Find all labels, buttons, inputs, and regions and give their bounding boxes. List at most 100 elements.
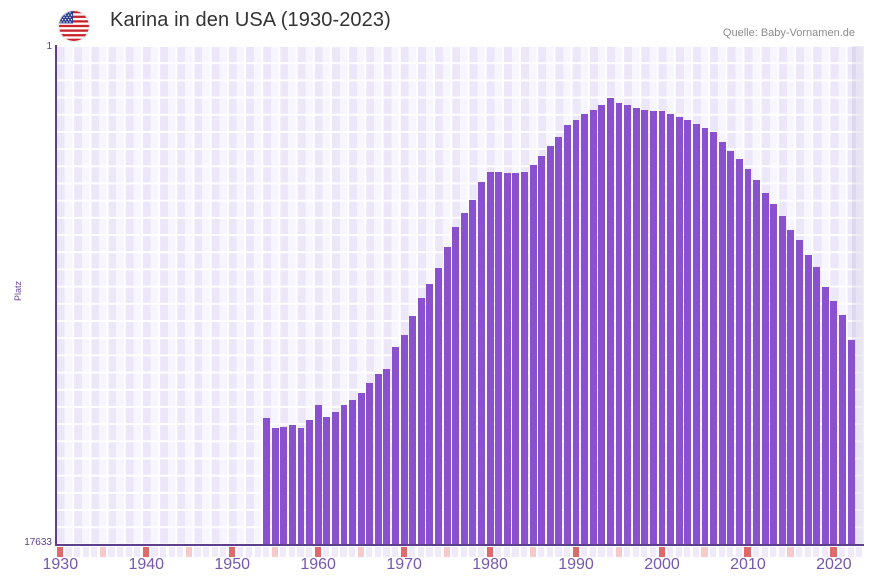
- bar-1963[interactable]: [340, 405, 348, 545]
- x-tick-mark-2023: [856, 547, 863, 557]
- bar-1958[interactable]: [297, 428, 305, 545]
- bar-1973[interactable]: [426, 283, 434, 545]
- bar-1960[interactable]: [314, 405, 322, 545]
- x-tick-mark-1971: [409, 547, 416, 557]
- bar-1978[interactable]: [469, 200, 477, 545]
- bar-1972[interactable]: [417, 297, 425, 545]
- x-tick-mark-1941: [151, 547, 158, 557]
- bar-2020[interactable]: [830, 300, 838, 545]
- bar-1989[interactable]: [564, 125, 571, 545]
- bar-2002[interactable]: [675, 116, 683, 545]
- bar-1995[interactable]: [615, 102, 623, 545]
- bar-1957[interactable]: [288, 424, 296, 545]
- bar-1981[interactable]: [495, 171, 503, 545]
- x-tick-mark-2021: [839, 547, 846, 557]
- bar-2003[interactable]: [684, 119, 692, 545]
- x-tick-mark-2014: [778, 547, 786, 557]
- x-tick-mark-2012: [761, 547, 768, 557]
- bar-1992[interactable]: [589, 109, 597, 545]
- bar-2017[interactable]: [804, 255, 812, 545]
- x-tick-mark-1959: [306, 547, 313, 557]
- x-tick-mark-1980: [486, 547, 493, 557]
- x-tick-mark-1930: [56, 547, 63, 557]
- bar-2018[interactable]: [813, 266, 821, 545]
- x-tick-mark-1942: [159, 547, 167, 557]
- x-tick-mark-2002: [675, 547, 682, 557]
- bar-1997[interactable]: [632, 108, 640, 545]
- bar-2006[interactable]: [710, 132, 717, 545]
- chart-header: Karina in den USA (1930-2023) Quelle: Ba…: [0, 0, 873, 42]
- bar-1956[interactable]: [280, 427, 288, 545]
- bar-1990[interactable]: [572, 119, 580, 545]
- x-tick-mark-2015: [787, 547, 794, 557]
- bar-1988[interactable]: [555, 136, 563, 545]
- bar-1971[interactable]: [409, 316, 417, 545]
- bar-1954[interactable]: [263, 418, 271, 545]
- bar-1962[interactable]: [331, 412, 339, 545]
- bar-2009[interactable]: [735, 159, 743, 545]
- x-tick-mark-2020: [830, 547, 837, 557]
- bar-2011[interactable]: [753, 180, 760, 545]
- x-tick-mark-2009: [735, 547, 743, 557]
- bar-1967[interactable]: [374, 374, 382, 545]
- bar-1974[interactable]: [435, 268, 442, 545]
- x-tick-mark-1957: [288, 547, 296, 557]
- bar-2005[interactable]: [701, 128, 709, 545]
- bar-2021[interactable]: [839, 314, 846, 545]
- bar-1980[interactable]: [486, 171, 494, 545]
- bar-1964[interactable]: [349, 399, 356, 545]
- bar-2008[interactable]: [727, 150, 735, 545]
- bar-1969[interactable]: [392, 347, 399, 545]
- x-tick-mark-1958: [297, 547, 304, 557]
- x-tick-mark-1979: [477, 547, 485, 557]
- bar-1976[interactable]: [452, 227, 460, 545]
- bar-1986[interactable]: [538, 156, 546, 545]
- x-tick-mark-1931: [65, 547, 72, 557]
- x-tick-mark-1972: [417, 547, 424, 557]
- x-tick-mark-2005: [701, 547, 708, 557]
- x-tick-mark-1961: [323, 547, 330, 557]
- bar-1966[interactable]: [366, 382, 374, 545]
- x-tick-mark-1936: [108, 547, 115, 557]
- bar-1968[interactable]: [383, 368, 391, 545]
- bar-1965[interactable]: [357, 392, 365, 545]
- bar-2014[interactable]: [778, 215, 786, 545]
- bar-1985[interactable]: [529, 164, 537, 545]
- x-axis-label-1950: 1950: [214, 556, 250, 573]
- bar-1975[interactable]: [443, 246, 451, 545]
- bar-1994[interactable]: [606, 98, 614, 545]
- x-axis-label-1980: 1980: [472, 556, 508, 573]
- bar-2019[interactable]: [821, 286, 829, 545]
- bar-2004[interactable]: [692, 123, 700, 545]
- bar-2000[interactable]: [658, 111, 666, 545]
- bar-1993[interactable]: [598, 105, 606, 545]
- bar-1979[interactable]: [478, 181, 485, 545]
- bar-1961[interactable]: [323, 416, 331, 545]
- bar-1996[interactable]: [624, 105, 632, 545]
- bar-1991[interactable]: [581, 113, 589, 545]
- bar-2012[interactable]: [761, 193, 769, 545]
- x-tick-mark-2018: [813, 547, 820, 557]
- bar-2013[interactable]: [770, 204, 778, 545]
- bar-1977[interactable]: [460, 212, 468, 545]
- bar-1999[interactable]: [649, 111, 657, 545]
- bar-2001[interactable]: [667, 113, 675, 545]
- bar-1983[interactable]: [512, 173, 520, 545]
- bar-1970[interactable]: [400, 334, 408, 545]
- bar-1984[interactable]: [521, 171, 528, 545]
- shaded-forecast-region: [852, 46, 864, 545]
- x-tick-mark-2017: [804, 547, 811, 557]
- bar-1982[interactable]: [503, 173, 511, 545]
- bar-2007[interactable]: [718, 142, 726, 545]
- bar-2016[interactable]: [796, 239, 803, 545]
- x-tick-mark-1973: [426, 547, 433, 557]
- x-tick-mark-1950: [228, 547, 235, 557]
- bar-2015[interactable]: [787, 229, 795, 545]
- bar-1998[interactable]: [641, 109, 649, 545]
- bar-2010[interactable]: [744, 169, 752, 545]
- bar-1987[interactable]: [546, 146, 554, 545]
- bar-1959[interactable]: [306, 419, 313, 545]
- bar-2022[interactable]: [847, 340, 855, 545]
- bar-1955[interactable]: [271, 428, 279, 545]
- x-tick-mark-1988: [555, 547, 562, 557]
